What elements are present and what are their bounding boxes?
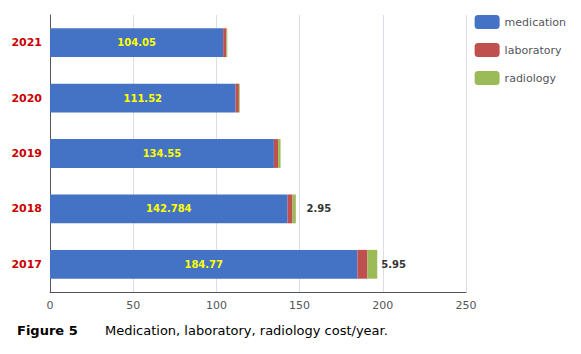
svg-text:2017: 2017 [11, 258, 42, 271]
svg-text:200: 200 [372, 299, 393, 312]
svg-text:2021: 2021 [11, 36, 42, 49]
svg-text:2019: 2019 [11, 147, 42, 160]
svg-text:134.55: 134.55 [143, 148, 182, 159]
svg-text:5.95: 5.95 [381, 259, 406, 270]
svg-text:0: 0 [47, 299, 54, 312]
svg-text:150: 150 [289, 299, 310, 312]
svg-text:2.95: 2.95 [307, 203, 332, 214]
svg-text:104.05: 104.05 [117, 37, 156, 48]
svg-text:laboratory: laboratory [505, 44, 562, 57]
svg-text:radiology: radiology [505, 72, 557, 85]
svg-text:111.52: 111.52 [123, 93, 162, 104]
svg-text:50: 50 [126, 299, 140, 312]
svg-text:142.784: 142.784 [146, 203, 192, 214]
svg-text:2018: 2018 [11, 202, 42, 215]
svg-text:Medication, laboratory, radiol: Medication, laboratory, radiology cost/y… [105, 323, 388, 338]
svg-text:184.77: 184.77 [184, 259, 223, 270]
svg-text:250: 250 [456, 299, 477, 312]
svg-text:100: 100 [206, 299, 227, 312]
svg-text:2020: 2020 [11, 92, 42, 105]
svg-text:medication: medication [505, 16, 566, 29]
svg-text:Figure 5: Figure 5 [17, 323, 78, 338]
